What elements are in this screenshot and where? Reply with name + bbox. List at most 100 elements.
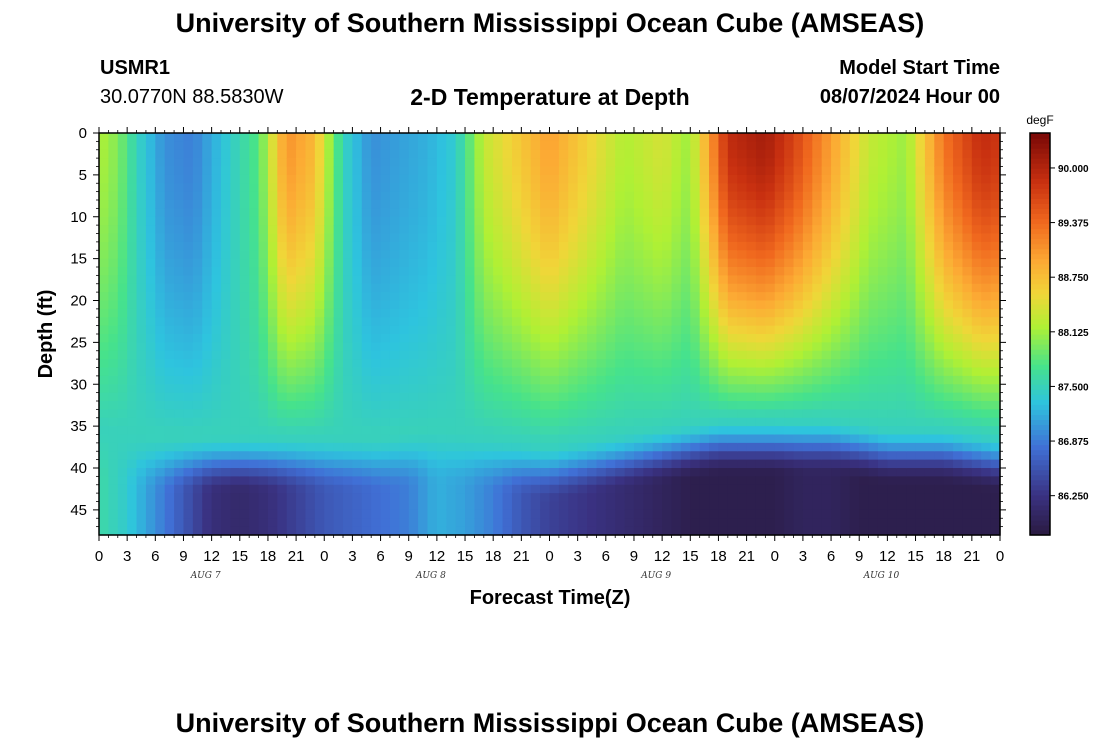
heatmap-cell: [127, 334, 138, 343]
heatmap-cell: [746, 526, 757, 536]
heatmap-cell: [446, 367, 457, 377]
heatmap-cell: [314, 275, 325, 285]
heatmap-cell: [755, 141, 766, 151]
heatmap-cell: [652, 384, 663, 394]
x-day-label: AUG 10: [863, 571, 900, 581]
heatmap-cell: [868, 275, 879, 285]
heatmap-cell: [577, 350, 588, 360]
heatmap-cell: [624, 275, 635, 285]
heatmap-cell: [343, 442, 354, 452]
heatmap-cell: [755, 233, 766, 243]
heatmap-cell: [530, 241, 541, 251]
heatmap-cell: [662, 334, 673, 343]
heatmap-cell: [371, 509, 382, 519]
heatmap-cell: [971, 292, 982, 302]
heatmap-cell: [971, 409, 982, 419]
heatmap-cell: [192, 225, 203, 235]
heatmap-cell: [737, 334, 748, 343]
heatmap-cell: [765, 359, 776, 369]
heatmap-cell: [239, 191, 250, 201]
heatmap-cell: [971, 442, 982, 452]
heatmap-cell: [924, 526, 935, 536]
heatmap-cell: [718, 451, 729, 461]
heatmap-cell: [558, 375, 569, 385]
heatmap-cell: [502, 526, 513, 536]
heatmap-cell: [877, 241, 888, 251]
heatmap-cell: [136, 174, 147, 184]
heatmap-cell: [502, 518, 513, 528]
heatmap-cell: [981, 191, 992, 201]
heatmap-cell: [671, 141, 682, 151]
heatmap-cell: [774, 375, 785, 385]
heatmap-cell: [868, 166, 879, 176]
heatmap-cell: [202, 493, 213, 503]
heatmap-cell: [221, 459, 231, 469]
heatmap-cell: [831, 451, 842, 461]
heatmap-cell: [164, 149, 175, 159]
heatmap-cell: [906, 442, 917, 452]
heatmap-cell: [962, 325, 973, 335]
heatmap-cell: [333, 308, 344, 318]
heatmap-cell: [549, 275, 560, 285]
heatmap-cell: [943, 442, 954, 452]
heatmap-cell: [249, 300, 260, 310]
heatmap-cell: [924, 468, 935, 477]
heatmap-cell: [915, 451, 926, 461]
heatmap-cell: [230, 158, 241, 168]
heatmap-cell: [127, 250, 138, 260]
heatmap-cell: [765, 426, 776, 436]
heatmap-cell: [633, 208, 644, 218]
heatmap-cell: [962, 300, 973, 310]
heatmap-cell: [333, 200, 344, 209]
heatmap-cell: [887, 342, 898, 352]
heatmap-cell: [774, 334, 785, 343]
heatmap-cell: [455, 149, 466, 159]
heatmap-cell: [652, 241, 663, 251]
heatmap-cell: [221, 225, 231, 235]
heatmap-cell: [755, 501, 766, 511]
heatmap-cell: [145, 434, 156, 444]
heatmap-cell: [361, 451, 372, 461]
heatmap-cell: [192, 174, 203, 184]
heatmap-cell: [474, 141, 485, 151]
heatmap-cell: [314, 476, 325, 486]
heatmap-cell: [333, 501, 344, 511]
heatmap-cell: [164, 409, 175, 419]
heatmap-cell: [258, 451, 269, 461]
heatmap-cell: [671, 267, 682, 276]
heatmap-cell: [521, 375, 532, 385]
heatmap-cell: [540, 267, 551, 276]
heatmap-cell: [587, 133, 598, 142]
heatmap-cell: [211, 526, 222, 536]
heatmap-cell: [934, 200, 945, 209]
heatmap-cell: [727, 401, 738, 410]
heatmap-cell: [953, 141, 964, 151]
heatmap-cell: [183, 241, 194, 251]
heatmap-cell: [587, 468, 598, 477]
heatmap-cell: [821, 149, 832, 159]
heatmap-cell: [887, 526, 898, 536]
heatmap-cell: [455, 342, 466, 352]
heatmap-cell: [587, 325, 598, 335]
heatmap-cell: [192, 200, 203, 209]
heatmap-cell: [418, 141, 429, 151]
heatmap-cell: [389, 509, 400, 519]
heatmap-cell: [239, 409, 250, 419]
heatmap-cell: [108, 233, 119, 243]
heatmap-cell: [540, 308, 551, 318]
heatmap-cell: [530, 267, 541, 276]
heatmap-cell: [483, 442, 494, 452]
heatmap-cell: [389, 359, 400, 369]
heatmap-cell: [371, 149, 382, 159]
heatmap-cell: [896, 442, 907, 452]
heatmap-cell: [267, 166, 278, 176]
heatmap-cell: [455, 417, 466, 427]
heatmap-cell: [831, 426, 842, 436]
heatmap-cell: [652, 401, 663, 410]
heatmap-cell: [145, 308, 156, 318]
heatmap-cell: [877, 183, 888, 193]
heatmap-cell: [296, 267, 307, 276]
heatmap-cell: [849, 308, 860, 318]
heatmap-cell: [399, 283, 410, 293]
heatmap-cell: [305, 518, 316, 528]
